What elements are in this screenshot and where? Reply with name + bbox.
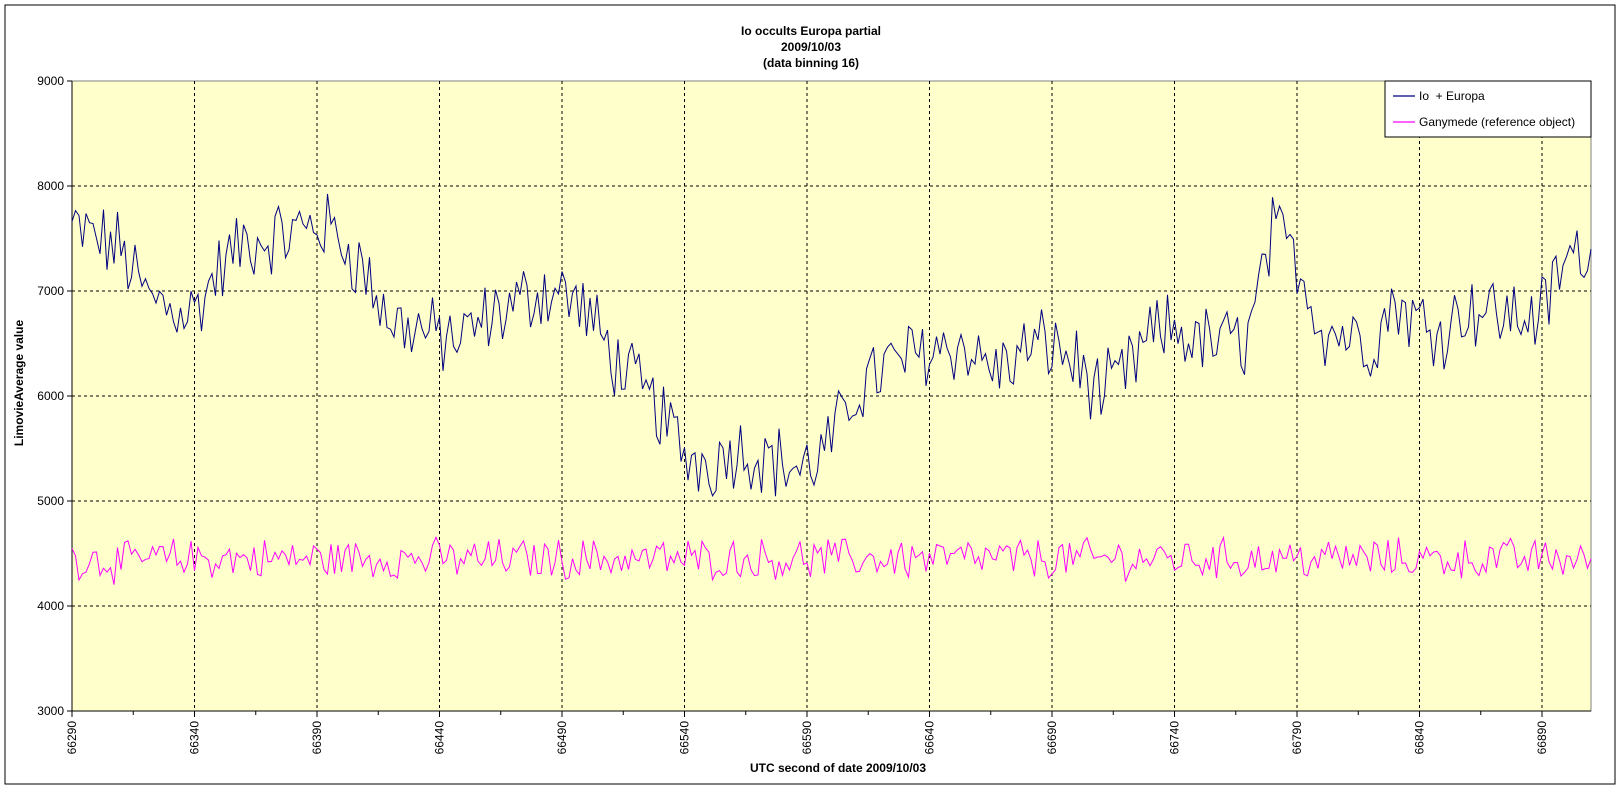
gridlines <box>72 81 1591 711</box>
x-tick-label: 66840 <box>1413 721 1427 755</box>
y-tick-label: 6000 <box>37 389 64 403</box>
legend: Io + Europa Ganymede (reference object) <box>1384 80 1592 138</box>
legend-label-io-europa: Io + Europa <box>1419 89 1485 103</box>
y-tick-label: 5000 <box>37 494 64 508</box>
tick-labels: 3000 4000 5000 6000 7000 8000 9000 66290 66340 66… <box>37 74 1549 754</box>
chart-title-line-2: 2009/10/03 <box>781 40 841 54</box>
x-tick-label: 66390 <box>310 721 324 755</box>
series-io-europa <box>71 193 1592 497</box>
legend-box <box>1384 80 1592 138</box>
legend-label-ganymede: Ganymede (reference object) <box>1419 115 1575 129</box>
x-tick-label: 66640 <box>923 721 937 755</box>
x-tick-label: 66440 <box>433 721 447 755</box>
series-line <box>71 193 1592 497</box>
axes <box>67 80 1591 717</box>
x-tick-label: 66590 <box>800 721 814 755</box>
x-tick-label: 66740 <box>1168 721 1182 755</box>
x-tick-label: 66290 <box>65 721 79 755</box>
y-tick-label: 7000 <box>37 284 64 298</box>
y-axis-label: LimovieAverage value <box>12 320 26 447</box>
series-layer <box>71 193 1592 585</box>
x-tick-label: 66340 <box>188 721 202 755</box>
x-tick-label: 66890 <box>1535 721 1549 755</box>
x-tick-label: 66490 <box>555 721 569 755</box>
y-tick-label: 8000 <box>37 179 64 193</box>
y-tick-label: 3000 <box>37 704 64 718</box>
y-tick-label: 4000 <box>37 599 64 613</box>
y-tick-label: 9000 <box>37 74 64 88</box>
x-axis-label: UTC second of date 2009/10/03 <box>750 761 926 775</box>
x-tick-label: 66540 <box>678 721 692 755</box>
series-line <box>71 535 1592 585</box>
chart-title-line-1: Io occults Europa partial <box>741 24 881 38</box>
chart-title-line-3: (data binning 16) <box>763 56 859 70</box>
series-ganymede <box>71 535 1592 585</box>
x-tick-label: 66790 <box>1290 721 1304 755</box>
x-tick-label: 66690 <box>1045 721 1059 755</box>
